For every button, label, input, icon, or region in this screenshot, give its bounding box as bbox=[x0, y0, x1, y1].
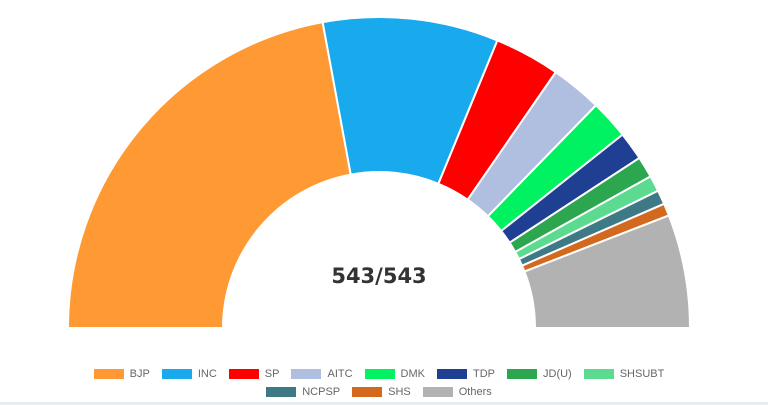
legend-item-aitc[interactable]: AITC bbox=[291, 368, 353, 380]
legend-swatch bbox=[422, 387, 453, 397]
legend-swatch bbox=[364, 369, 395, 379]
legend-item-inc[interactable]: INC bbox=[161, 368, 217, 380]
legend-item-dmk[interactable]: DMK bbox=[364, 368, 425, 380]
legend-item-shsubt[interactable]: SHSUBT bbox=[583, 368, 665, 380]
legend-swatch bbox=[228, 369, 259, 379]
page-divider bbox=[0, 402, 768, 405]
legend-swatch bbox=[352, 387, 383, 397]
legend-swatch bbox=[161, 369, 192, 379]
legend-label: SP bbox=[264, 368, 280, 380]
legend-label: TDP bbox=[473, 368, 495, 380]
legend-swatch bbox=[583, 369, 614, 379]
legend-row: NCPSP SHS Others bbox=[0, 386, 758, 398]
legend-swatch bbox=[266, 387, 297, 397]
legend-label: Others bbox=[458, 386, 492, 398]
legend-item-ncpsp[interactable]: NCPSP bbox=[266, 386, 340, 398]
legend-label: INC bbox=[197, 368, 217, 380]
legend-label: DMK bbox=[400, 368, 425, 380]
legend-item-bjp[interactable]: BJP bbox=[93, 368, 150, 380]
legend-label: AITC bbox=[327, 368, 353, 380]
legend-label: NCPSP bbox=[302, 386, 341, 398]
seat-count-label: 543/543 bbox=[331, 264, 427, 288]
legend-swatch bbox=[507, 369, 537, 379]
legend-item-jd-u-[interactable]: JD(U) bbox=[507, 368, 572, 380]
legend-item-others[interactable]: Others bbox=[422, 386, 492, 398]
legend-swatch bbox=[291, 369, 322, 379]
legend-swatch bbox=[93, 369, 124, 379]
legend-item-sp[interactable]: SP bbox=[228, 368, 280, 380]
legend-label: JD(U) bbox=[543, 368, 572, 380]
slice-bjp[interactable] bbox=[66, 20, 352, 329]
legend-label: SHS bbox=[388, 386, 411, 398]
legend-swatch bbox=[437, 369, 467, 379]
chart-legend: BJP INC SP AITC DMK TDP JD(U) SHSUBT NCPSP SHS Oth… bbox=[0, 368, 758, 398]
slice-others[interactable] bbox=[523, 214, 692, 329]
legend-label: SHSUBT bbox=[619, 368, 665, 380]
legend-item-tdp[interactable]: TDP bbox=[437, 368, 495, 380]
legend-row: BJP INC SP AITC DMK TDP JD(U) SHSUBT bbox=[0, 368, 758, 380]
legend-item-shs[interactable]: SHS bbox=[352, 386, 411, 398]
legend-label: BJP bbox=[129, 368, 150, 380]
